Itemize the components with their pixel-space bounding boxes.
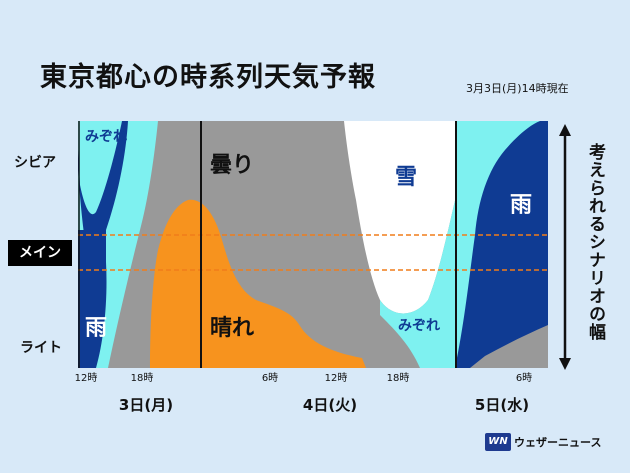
weather-label: 雨 <box>510 193 532 218</box>
arrow-up-icon <box>559 124 571 136</box>
logo-text: ウェザーニュース <box>514 436 602 449</box>
x-tick-label: 12時 <box>75 372 98 384</box>
scenario-main-label: メイン <box>8 240 72 266</box>
weather-label: 雪 <box>395 165 417 190</box>
weather-label: みぞれ <box>85 129 127 145</box>
x-tick-label: 18時 <box>131 372 154 384</box>
brand-logo: WN ウェザーニュース <box>485 429 601 455</box>
day-label: 4日(火) <box>303 396 357 414</box>
scenario-severe-label: シビア <box>14 155 56 171</box>
weather-label: みぞれ <box>398 318 440 334</box>
timestamp: 3月3日(月)14時現在 <box>466 82 569 95</box>
sleet-pocket-left <box>78 121 122 215</box>
weather-label: 雨 <box>85 316 107 341</box>
day-label: 5日(水) <box>475 396 529 414</box>
rain-area-left-mid <box>78 230 106 270</box>
weather-label: 曇り <box>210 153 254 178</box>
rain-area-right <box>455 121 548 368</box>
snow-area <box>344 121 456 314</box>
x-tick-label: 18時 <box>387 372 410 384</box>
chart-title: 東京都心の時系列天気予報 <box>40 62 376 93</box>
x-tick-label: 6時 <box>516 372 532 384</box>
scenario-axis-label: 考えられるシナリオの幅 <box>585 143 605 341</box>
arrow-down-icon <box>559 358 571 370</box>
x-tick-label: 12時 <box>325 372 348 384</box>
weather-label: 晴れ <box>210 315 254 341</box>
day-label: 3日(月) <box>119 396 173 414</box>
sunny-area <box>150 199 366 368</box>
sleet-area-mid <box>380 300 440 368</box>
scenario-light-label: ライト <box>20 340 62 356</box>
x-tick-label: 6時 <box>262 372 278 384</box>
logo-mark: WN <box>485 433 511 451</box>
